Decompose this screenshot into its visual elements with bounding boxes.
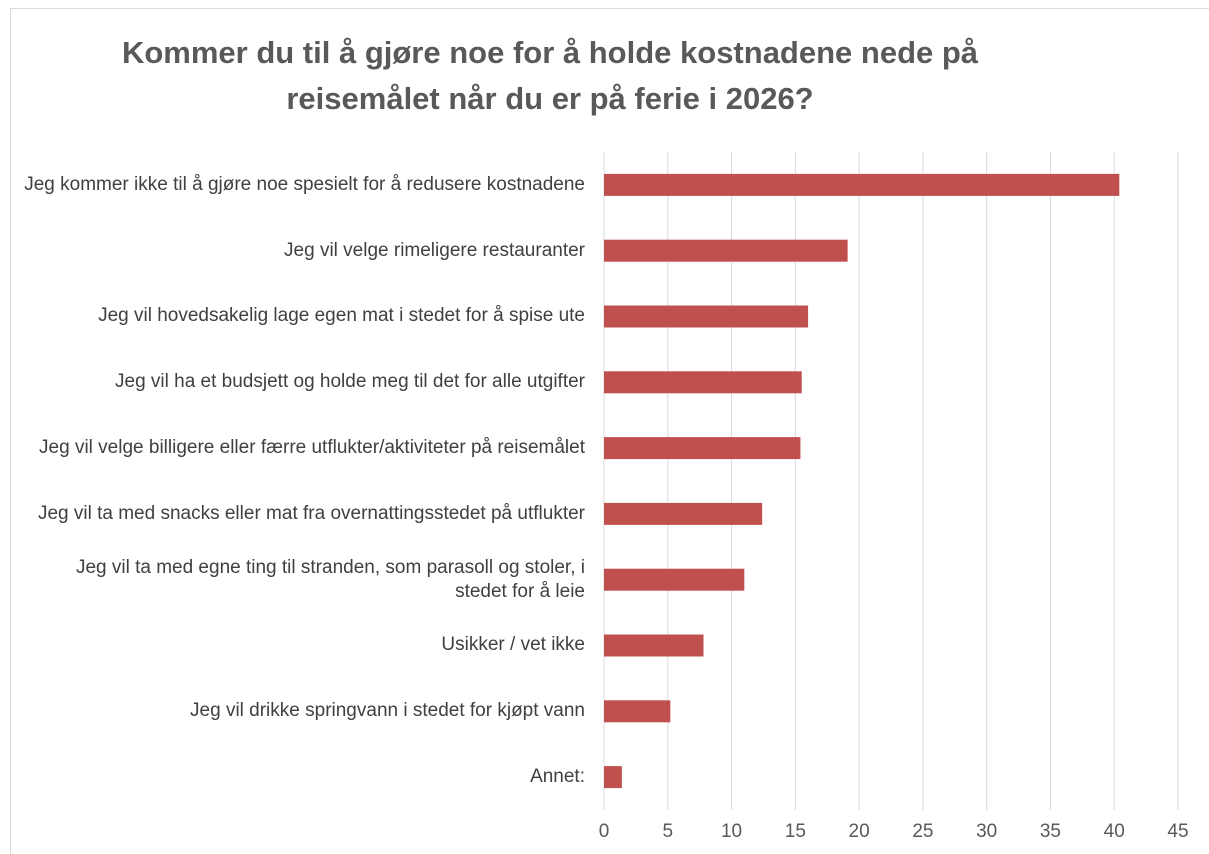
bar (604, 239, 848, 262)
x-tick-label: 30 (976, 821, 997, 842)
x-tick-label: 45 (1167, 821, 1188, 842)
chart-frame (10, 8, 1209, 854)
bar (604, 173, 1120, 196)
x-tick-label: 40 (1104, 821, 1125, 842)
bar (604, 371, 802, 394)
category-label: Jeg vil ha et budsjett og holde meg til … (115, 371, 585, 393)
category-label: Jeg kommer ikke til å gjøre noe spesielt… (24, 173, 585, 195)
bar (604, 305, 809, 328)
category-label: Annet: (530, 766, 585, 788)
category-label: Jeg vil drikke springvann i stedet for k… (190, 700, 585, 722)
bar (604, 502, 763, 525)
x-tick-label: 0 (599, 821, 610, 842)
category-label: Jeg vil velge billigere eller færre utfl… (39, 437, 585, 459)
bar (604, 437, 801, 460)
category-label: Jeg vil ta med snacks eller mat fra over… (37, 502, 585, 524)
category-label: Jeg vil hovedsakelig lage egen mat i ste… (98, 305, 585, 327)
x-tick-label: 10 (721, 821, 742, 842)
category-label: Jeg vil ta med egne ting til stranden, s… (75, 556, 585, 602)
bar (604, 766, 622, 789)
bar (604, 568, 745, 591)
chart-title: Kommer du til å gjøre noe for å holde ko… (121, 35, 979, 116)
x-tick-label: 25 (912, 821, 933, 842)
x-tick-label: 5 (662, 821, 673, 842)
category-label: Usikker / vet ikke (441, 634, 585, 656)
bar (604, 700, 671, 723)
bar (604, 634, 704, 657)
x-tick-label: 20 (849, 821, 870, 842)
x-tick-label: 15 (785, 821, 806, 842)
x-tick-label: 35 (1040, 821, 1061, 842)
category-label: Jeg vil velge rimeligere restauranter (284, 239, 585, 261)
